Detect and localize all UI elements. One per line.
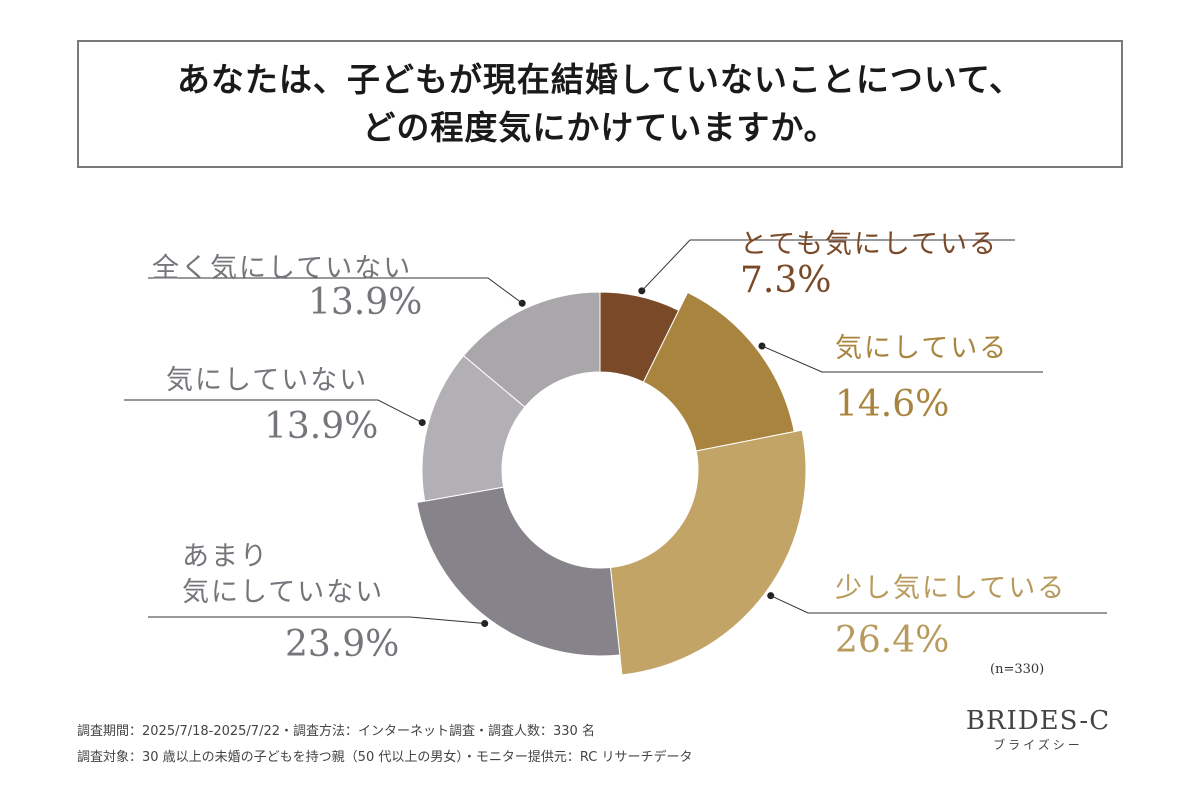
leader-line-not-at-all-concerned [148, 277, 523, 304]
title-line-2: どの程度気にかけていますか。 [362, 108, 838, 147]
value-very-concerned: 7.3% [740, 260, 832, 301]
footer-survey-target: 調査対象：30 歳以上の未婚の子どもを持つ親（50 代以上の男女）・モニター提供… [77, 750, 693, 765]
label-not-much-concerned-line2: 気にしていない [182, 577, 385, 608]
value-concerned: 14.6% [835, 384, 950, 425]
sample-size-note: (n=330) [990, 662, 1045, 677]
value-not-at-all-concerned: 13.9% [308, 282, 423, 323]
value-not-concerned: 13.9% [264, 406, 379, 447]
leader-lines [124, 239, 1107, 628]
brand-name: BRIDES-C [965, 706, 1111, 736]
leader-line-not-much-concerned [148, 616, 485, 625]
title-line-1: あなたは、子どもが現在結婚していないことについて、 [176, 60, 1024, 99]
label-concerned: 気にしている [835, 333, 1009, 364]
slice-concerned [642, 291, 795, 452]
slice-not-much-concerned [416, 486, 621, 657]
brand-logo: BRIDES-C ブライズシー [958, 706, 1118, 753]
donut-slices [416, 291, 807, 676]
label-not-concerned: 気にしていない [166, 365, 369, 396]
title-box: あなたは、子どもが現在結婚していないことについて、 どの程度気にかけていますか。 [77, 40, 1123, 168]
leader-line-not-concerned [124, 399, 423, 424]
label-very-concerned: とても気にしている [740, 229, 999, 260]
slice-not-at-all-concerned [462, 291, 601, 408]
leader-line-very-concerned [641, 239, 1015, 292]
brand-kana: ブライズシー [993, 738, 1083, 752]
label-not-at-all-concerned: 全く気にしていない [152, 253, 413, 284]
slice-somewhat-concerned [609, 429, 807, 676]
label-somewhat-concerned: 少し気にしている [835, 573, 1067, 604]
leader-line-somewhat-concerned [770, 595, 1107, 614]
value-not-much-concerned: 23.9% [285, 624, 400, 665]
leader-line-concerned [761, 345, 1043, 373]
value-somewhat-concerned: 26.4% [835, 620, 950, 661]
footer-survey-info: 調査期間：2025/7/18-2025/7/22・調査方法：インターネット調査・… [77, 724, 595, 739]
label-not-much-concerned-line1: あまり [182, 541, 269, 572]
